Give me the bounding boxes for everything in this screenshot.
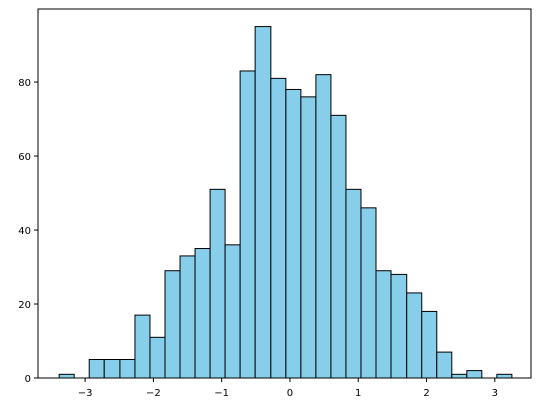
x-tick-label: 0 [287,388,293,399]
bar [88,359,105,379]
bar [103,359,121,379]
bar [390,273,408,379]
bar [360,207,377,379]
x-tick-label: 1 [355,388,361,399]
bar [421,310,438,379]
bar [224,244,241,379]
bar [119,359,136,379]
bar [270,77,287,379]
bar [164,270,181,379]
bar [209,188,226,379]
bar [375,270,392,379]
x-tick-label: 3 [492,388,498,399]
bar [254,26,272,379]
bar [179,255,196,379]
y-tick-label: 0 [25,374,31,385]
y-tick-label: 20 [18,300,31,311]
y-tick-label: 60 [18,152,31,163]
bar [58,373,75,379]
bar [149,336,166,379]
plot-frame [37,8,532,379]
bar [345,188,362,379]
x-tick-label: 2 [423,388,429,399]
bar [285,88,302,379]
y-tick-label: 40 [18,226,31,237]
x-tick-label: −1 [214,388,229,399]
x-tick-label: −2 [146,388,161,399]
bar [239,70,256,379]
y-tick-label: 80 [18,78,31,89]
x-tick-label: −3 [78,388,93,399]
bar [315,74,332,379]
bar [466,370,483,379]
bar [496,373,513,379]
bar [436,351,453,379]
bar [406,292,423,379]
bar [451,373,468,379]
bar [134,314,151,379]
bar [330,114,347,379]
bar [300,96,317,379]
bar [194,248,211,379]
